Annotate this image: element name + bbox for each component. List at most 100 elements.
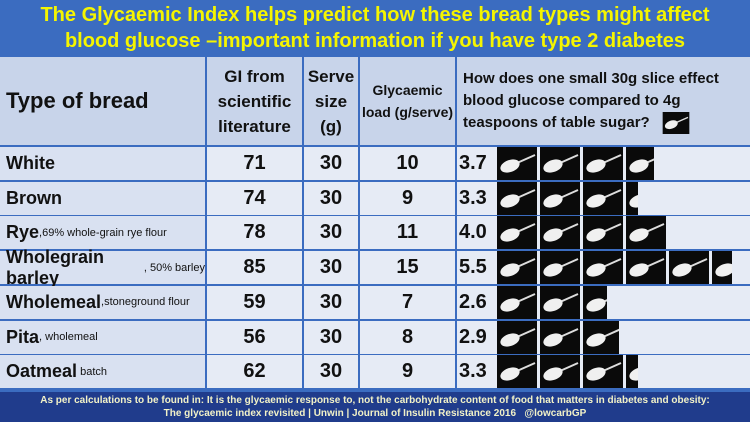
title: The Glycaemic Index helps predict how th…: [40, 4, 710, 52]
footer-line: The glycaemic index revisited | Unwin | …: [0, 407, 750, 420]
bread-name: Pita: [6, 326, 40, 347]
sugar-teaspoon: [583, 181, 623, 215]
teaspoons-cell: 4.0: [457, 216, 750, 250]
sugar-teaspoon: [540, 147, 580, 180]
bread-note: , 50% barley: [143, 261, 205, 274]
bread-name-cell: Wholemeal ,stoneground flour: [0, 285, 205, 319]
sugar-teaspoon: [497, 251, 537, 285]
sugar-teaspoon: [626, 216, 666, 250]
load-cell: 9: [360, 181, 455, 215]
header-cell: Type of bread: [0, 57, 205, 145]
bread-name: White: [6, 153, 55, 173]
sugar-teaspoon: [540, 216, 580, 250]
header-text: Serve size (g): [307, 66, 355, 136]
bread-name: Wholegrain barley: [6, 246, 104, 288]
serve-cell: 30: [304, 181, 358, 215]
load-cell: 7: [360, 285, 455, 319]
header-text: Glycaemic load (g/serve): [361, 82, 454, 120]
teaspoons-cell: 3.3: [457, 355, 750, 389]
sugar-teaspoon: [583, 355, 623, 389]
sugar-teaspoon: [497, 285, 537, 319]
bread-name-cell: Oatmeal batch: [0, 355, 205, 389]
sugar-teaspoon: [497, 216, 537, 250]
bread-name-cell: White: [0, 147, 205, 180]
bread-note: ,stoneground flour: [101, 296, 190, 309]
serve-cell: 30: [304, 285, 358, 319]
gi-cell: 62: [207, 355, 302, 389]
sugar-teaspoon: [662, 112, 690, 135]
bread-note: , wholemeal: [39, 331, 98, 343]
load-cell: 10: [360, 147, 455, 180]
sugar-teaspoon: [540, 251, 580, 285]
load-cell: 8: [360, 320, 455, 354]
sugar-teaspoon: [626, 181, 638, 215]
header-cell: GI from scientific literature: [207, 57, 302, 145]
teaspoons-cell: 3.7: [457, 147, 750, 180]
serve-cell: 30: [304, 147, 358, 180]
sugar-teaspoon: [540, 181, 580, 215]
bread-name: Rye: [6, 222, 40, 243]
header-text: GI from scientific literature: [217, 66, 292, 136]
gi-cell: 59: [207, 285, 302, 319]
bread-name: Oatmeal: [6, 361, 78, 382]
gi-cell: 78: [207, 216, 302, 250]
teaspoons-cell: 3.3: [457, 181, 750, 215]
sugar-teaspoon: [583, 285, 607, 319]
sugar-teaspoon: [497, 355, 537, 389]
sugar-teaspoon: [626, 147, 654, 180]
bread-name-cell: Pita, wholemeal: [0, 320, 205, 354]
sugar-teaspoon: [497, 320, 537, 354]
gi-cell: 71: [207, 147, 302, 180]
gi-cell: 85: [207, 251, 302, 285]
load-cell: 11: [360, 216, 455, 250]
sugar-teaspoon: [583, 147, 623, 180]
load-cell: 9: [360, 355, 455, 389]
header-text: Type of bread: [6, 88, 149, 113]
teaspoons-label: 2.9: [459, 325, 487, 348]
footer-citation: The glycaemic index revisited | Unwin | …: [163, 408, 517, 419]
teaspoons-cell: 2.9: [457, 320, 750, 354]
bread-name: Brown: [6, 187, 62, 208]
teaspoons-cell: 2.6: [457, 285, 750, 319]
sugar-teaspoon: [497, 147, 537, 180]
bread-note: ,69% whole-grain rye flour: [39, 226, 167, 239]
header-text: How does one small 30g slice effect bloo…: [463, 68, 744, 135]
sugar-teaspoon: [540, 320, 580, 354]
bread-name-cell: Rye ,69% whole-grain rye flour: [0, 216, 205, 250]
gi-cell: 74: [207, 181, 302, 215]
sugar-teaspoon: [712, 251, 732, 285]
footer-line: As per calculations to be found in: It i…: [40, 395, 710, 406]
serve-cell: 30: [304, 320, 358, 354]
teaspoons-label: 2.6: [459, 290, 487, 313]
sugar-teaspoon: [540, 285, 580, 319]
header-cell: Serve size (g): [304, 57, 358, 145]
bread-name-cell: Wholegrain barley , 50% barley: [0, 247, 205, 288]
sugar-teaspoon: [669, 251, 709, 285]
bread-name: Wholemeal: [6, 291, 102, 312]
sugar-teaspoon: [497, 181, 537, 215]
sugar-teaspoon: [626, 355, 638, 389]
sugar-teaspoon: [583, 320, 619, 354]
bread-note: batch: [77, 365, 108, 378]
serve-cell: 30: [304, 251, 358, 285]
load-cell: 15: [360, 251, 455, 285]
header-cell: Glycaemic load (g/serve): [360, 57, 455, 145]
teaspoons-label: 3.3: [459, 360, 487, 383]
serve-cell: 30: [304, 355, 358, 389]
teaspoons-label: 3.3: [459, 186, 487, 209]
teaspoons-label: 3.7: [459, 152, 487, 174]
serve-cell: 30: [304, 216, 358, 250]
header-cell: How does one small 30g slice effect bloo…: [457, 57, 750, 145]
sugar-teaspoon: [583, 251, 623, 285]
gi-cell: 56: [207, 320, 302, 354]
sugar-teaspoon: [583, 216, 623, 250]
teaspoons-label: 5.5: [459, 256, 487, 279]
sugar-teaspoon: [540, 355, 580, 389]
bread-name-cell: Brown: [0, 181, 205, 215]
teaspoons-cell: 5.5: [457, 251, 750, 285]
footer-handle: @lowcarbGP: [524, 408, 587, 419]
sugar-teaspoon: [626, 251, 666, 285]
teaspoons-label: 4.0: [459, 221, 487, 244]
footer: As per calculations to be found in: It i…: [0, 392, 750, 422]
